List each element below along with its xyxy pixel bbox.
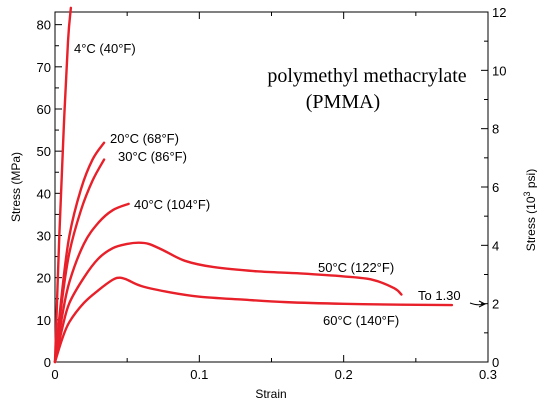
x-tick-label: 0.3 xyxy=(479,367,497,382)
data-curves xyxy=(53,6,454,364)
curve-label-40c: 40°C (104°F) xyxy=(134,197,210,212)
annotation-arrow-icon xyxy=(469,302,485,306)
y-right-tick-label: 2 xyxy=(492,297,499,312)
x-tick-label: 0.2 xyxy=(335,367,353,382)
curve-label-30c: 30°C (86°F) xyxy=(118,149,187,164)
chart-title: polymethyl methacrylate xyxy=(267,65,466,87)
y-right-tick-label: 6 xyxy=(492,180,499,195)
curve-label-50c: 50°C (122°F) xyxy=(318,260,394,275)
x-tick-label: 0 xyxy=(51,367,58,382)
curve-label-20c: 20°C (68°F) xyxy=(110,131,179,146)
y-tick-label: 0 xyxy=(44,355,51,370)
x-tick-label: 0.1 xyxy=(190,367,208,382)
y-axis-title-right-exp: 3 xyxy=(522,191,532,196)
y-right-tick-label: 10 xyxy=(492,63,506,78)
annotation-to-1-30: To 1.30 xyxy=(418,288,461,303)
y-tick-label: 40 xyxy=(37,186,51,201)
curve-3 xyxy=(53,202,130,364)
y-tick-label: 80 xyxy=(37,18,51,33)
curve-4 xyxy=(53,241,403,364)
y-axis-title-right-tail: psi) xyxy=(524,169,537,192)
y-tick-label: 30 xyxy=(37,228,51,243)
y-axis-title-right: Stress (103 psi) xyxy=(522,169,537,251)
curve-label-4c: 4°C (40°F) xyxy=(74,41,136,56)
curve-2 xyxy=(53,158,106,364)
y-tick-label: 60 xyxy=(37,102,51,117)
y-tick-label: 10 xyxy=(37,313,51,328)
y-right-tick-label: 12 xyxy=(492,5,506,20)
annotation-arrowhead-icon xyxy=(478,300,487,308)
y-tick-label: 50 xyxy=(37,144,51,159)
y-axis-title-left: Stress (MPa) xyxy=(9,152,23,222)
chart-subtitle: (PMMA) xyxy=(306,91,380,113)
y-right-tick-label: 4 xyxy=(492,238,499,253)
x-axis-title: Strain xyxy=(255,387,286,401)
curve-5 xyxy=(53,276,454,364)
y-right-tick-label: 0 xyxy=(492,355,499,370)
curve-label-60c: 60°C (140°F) xyxy=(323,313,399,328)
y-axis-title-right-base: Stress (10 xyxy=(524,196,537,251)
y-right-tick-label: 8 xyxy=(492,122,499,137)
y-tick-label: 20 xyxy=(37,271,51,286)
curve-0 xyxy=(53,6,73,364)
y-tick-label: 70 xyxy=(37,60,51,75)
